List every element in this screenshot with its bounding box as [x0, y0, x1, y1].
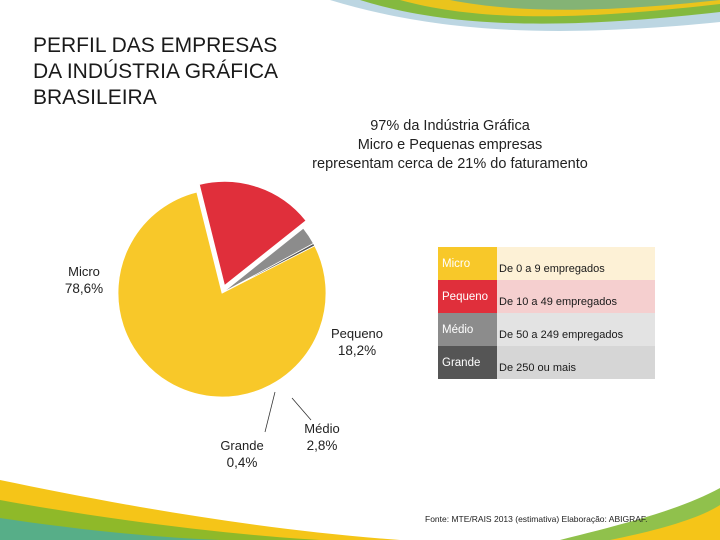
legend-swatch-grande: Grande [438, 346, 497, 379]
slice-label-grande: Grande 0,4% [210, 437, 274, 471]
slice-name-pequeno: Pequeno [330, 326, 384, 341]
slice-label-pequeno: Pequeno 18,2% [325, 325, 389, 359]
legend-row-grande: Grande De 250 ou mais [438, 346, 655, 379]
top-swoosh [330, 0, 720, 31]
pie-slice-grande [221, 242, 316, 294]
subtitle-line: Micro e Pequenas empresas [357, 137, 543, 153]
legend-description-medio: De 50 a 249 empregados [497, 313, 655, 346]
legend-swatch-micro: Micro [438, 247, 497, 280]
bottom-swoosh [0, 480, 720, 540]
pie-slice-pequeno [198, 181, 307, 287]
legend-description-grande: De 250 ou mais [497, 346, 655, 379]
legend-description-pequeno: De 10 a 49 empregados [497, 280, 655, 313]
slice-value-grande: 0,4% [226, 455, 258, 470]
title-line: BRASILEIRA [33, 86, 157, 109]
source-note: Fonte: MTE/RAIS 2013 (estimativa) Elabor… [425, 514, 648, 524]
legend-swatch-pequeno: Pequeno [438, 280, 497, 313]
legend-description-micro: De 0 a 9 empregados [497, 247, 655, 280]
slice-name-grande: Grande [220, 438, 264, 453]
subtitle-line: representam cerca de 21% do faturamento [312, 156, 588, 172]
legend-row-pequeno: Pequeno De 10 a 49 empregados [438, 280, 655, 313]
page-title: PERFIL DAS EMPRESAS DA INDÚSTRIA GRÁFICA… [33, 33, 353, 111]
title-line: DA INDÚSTRIA GRÁFICA [33, 60, 279, 83]
slice-value-pequeno: 18,2% [337, 343, 377, 358]
slice-value-micro: 78,6% [64, 281, 104, 296]
slice-label-micro: Micro 78,6% [52, 263, 116, 297]
slice-name-micro: Micro [68, 264, 100, 279]
leader-line-grande [264, 391, 276, 433]
legend-row-micro: Micro De 0 a 9 empregados [438, 247, 655, 280]
legend-table: Micro De 0 a 9 empregados Pequeno De 10 … [438, 247, 655, 379]
title-line: PERFIL DAS EMPRESAS [33, 34, 278, 57]
pie-slice-micro [117, 191, 327, 398]
slice-label-medio: Médio 2,8% [290, 420, 354, 454]
slice-value-medio: 2,8% [306, 438, 338, 453]
leader-line-medio [291, 397, 312, 421]
chart-subtitle: 97% da Indústria Gráfica Micro e Pequena… [280, 117, 620, 174]
legend-row-medio: Médio De 50 a 249 empregados [438, 313, 655, 346]
slice-name-medio: Médio [304, 421, 340, 436]
legend-swatch-medio: Médio [438, 313, 497, 346]
subtitle-line: 97% da Indústria Gráfica [370, 118, 530, 134]
